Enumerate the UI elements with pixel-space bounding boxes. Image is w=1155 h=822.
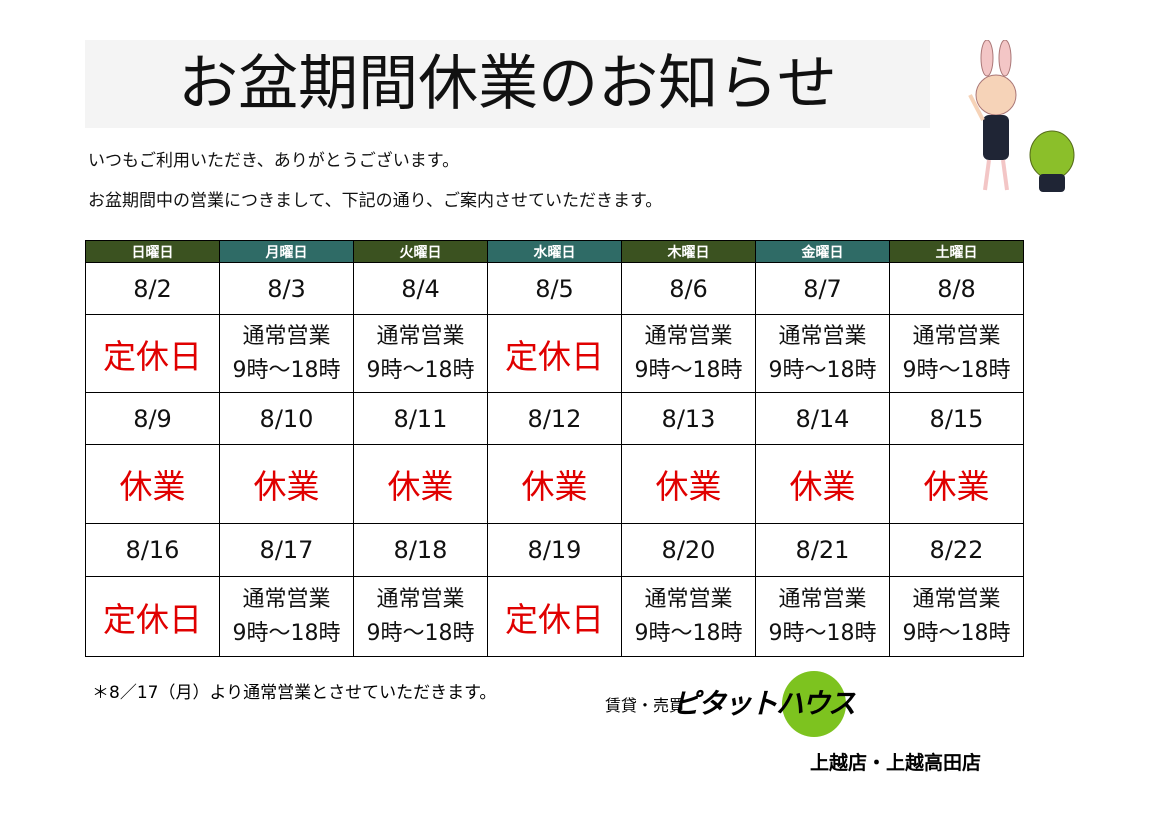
status-cell: 通常営業 9時～18時 [889,314,1024,393]
date-cell: 8/20 [621,523,756,577]
mascots [968,40,1075,192]
closed-cell: 休業 [889,444,1024,524]
status-line: 通常営業 [644,323,733,349]
date-cell: 8/11 [353,392,488,445]
status-line: 9時～18時 [232,620,341,646]
column-header: 日曜日 [85,240,220,263]
status-line: 通常営業 [644,586,733,612]
date-cell: 8/21 [755,523,890,577]
status-cell: 通常営業 9時～18時 [621,314,756,393]
note: ＊8／17（月）より通常営業とさせていただきます。 [92,683,497,703]
column-header: 火曜日 [353,240,488,263]
status-line: 通常営業 [242,323,331,349]
logo-tagline: 賃貸・売買 [605,696,686,715]
date-cell: 8/16 [85,523,220,577]
status-cell: 通常営業 9時～18時 [755,576,890,657]
closed-cell: 定休日 [85,314,220,393]
status-cell: 通常営業 9時～18時 [219,314,354,393]
closed-cell: 定休日 [487,576,622,657]
title: お盆期間休業のお知らせ [178,49,837,119]
status-cell: 通常営業 9時～18時 [353,314,488,393]
date-cell: 8/15 [889,392,1024,445]
date-cell: 8/4 [353,262,488,315]
status-line: 9時～18時 [634,357,743,383]
status-cell: 通常営業 9時～18時 [219,576,354,657]
status-line: 9時～18時 [768,620,877,646]
status-line: 9時～18時 [902,620,1011,646]
date-cell: 8/8 [889,262,1024,315]
status-cell: 通常営業 9時～18時 [621,576,756,657]
column-header: 月曜日 [219,240,354,263]
column-header: 水曜日 [487,240,622,263]
title-band [85,40,930,128]
closed-cell: 定休日 [85,576,220,657]
status-cell: 通常営業 9時～18時 [755,314,890,393]
status-line: 9時～18時 [366,357,475,383]
status-line: 通常営業 [242,586,331,612]
intro-line: いつもご利用いただき、ありがとうございます。 [88,151,460,171]
closed-cell: 休業 [219,444,354,524]
closed-cell: 定休日 [487,314,622,393]
closed-cell: 休業 [353,444,488,524]
date-cell: 8/13 [621,392,756,445]
status-line: 9時～18時 [366,620,475,646]
column-header: 木曜日 [621,240,756,263]
status-line: 9時～18時 [232,357,341,383]
status-line: 通常営業 [778,323,867,349]
closed-cell: 休業 [755,444,890,524]
date-cell: 8/5 [487,262,622,315]
date-cell: 8/3 [219,262,354,315]
date-cell: 8/17 [219,523,354,577]
status-line: 9時～18時 [634,620,743,646]
status-line: 通常営業 [376,323,465,349]
column-header: 金曜日 [755,240,890,263]
status-line: 9時～18時 [902,357,1011,383]
logo-mark [782,671,846,737]
status-cell: 通常営業 9時～18時 [889,576,1024,657]
date-cell: 8/18 [353,523,488,577]
status-line: 9時～18時 [768,357,877,383]
status-line: 通常営業 [912,323,1001,349]
date-cell: 8/12 [487,392,622,445]
date-cell: 8/10 [219,392,354,445]
date-cell: 8/6 [621,262,756,315]
closed-cell: 休業 [621,444,756,524]
date-cell: 8/14 [755,392,890,445]
date-cell: 8/19 [487,523,622,577]
logo-brand: ピタットハウス [672,687,856,720]
status-line: 通常営業 [376,586,465,612]
closed-cell: 休業 [85,444,220,524]
date-cell: 8/2 [85,262,220,315]
store-names: 上越店・上越高田店 [810,752,982,774]
closed-cell: 休業 [487,444,622,524]
date-cell: 8/22 [889,523,1024,577]
date-cell: 8/7 [755,262,890,315]
status-cell: 通常営業 9時～18時 [353,576,488,657]
status-line: 通常営業 [912,586,1001,612]
date-cell: 8/9 [85,392,220,445]
intro-line: お盆期間中の営業につきまして、下記の通り、ご案内させていただきます。 [88,191,663,211]
status-line: 通常営業 [778,586,867,612]
column-header: 土曜日 [889,240,1024,263]
